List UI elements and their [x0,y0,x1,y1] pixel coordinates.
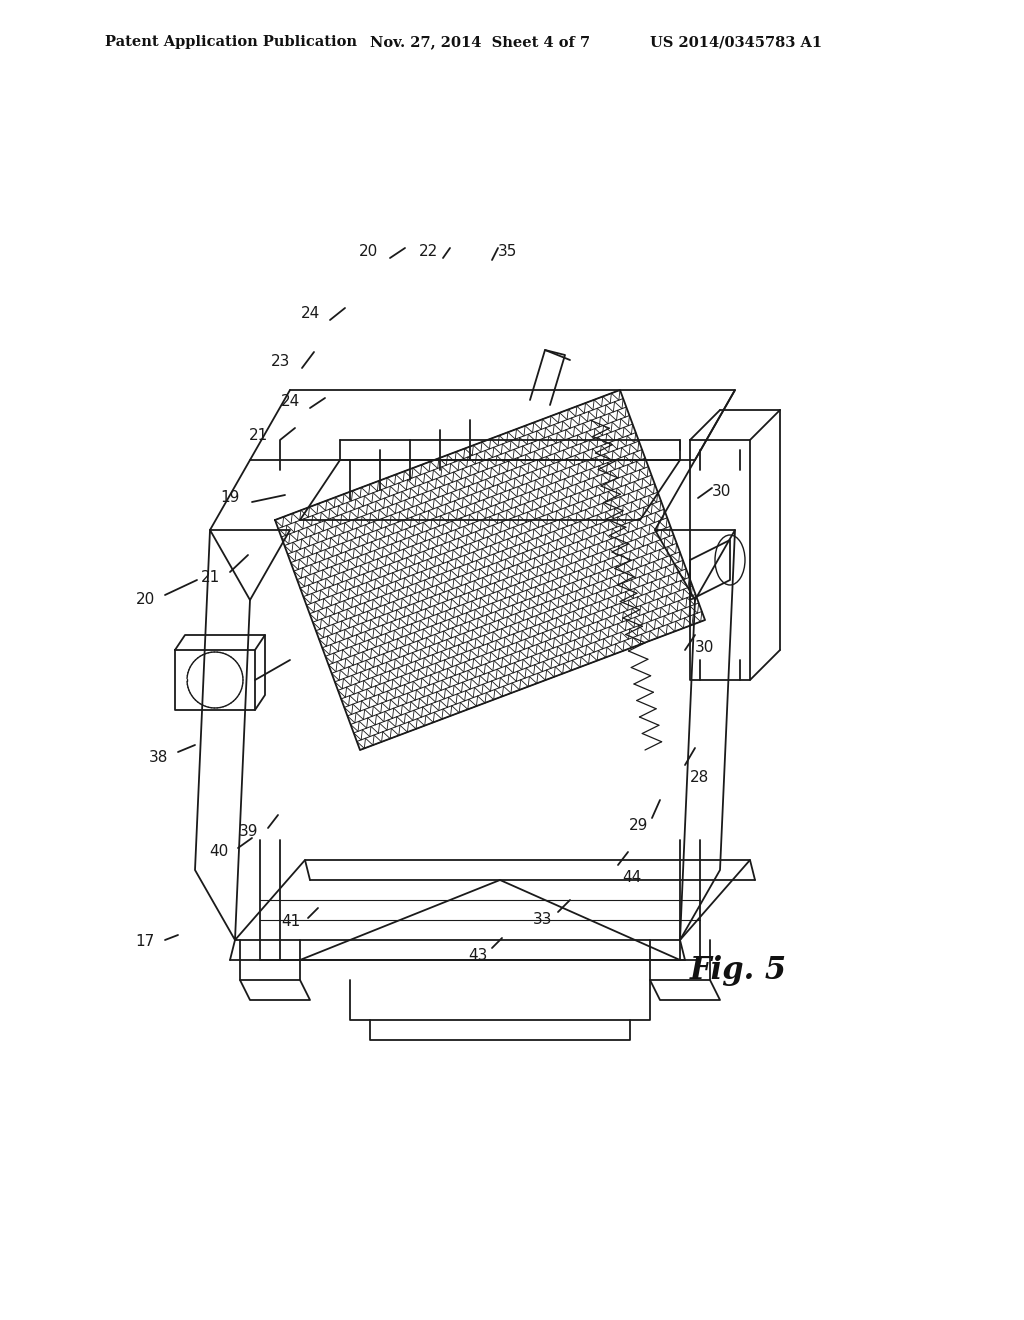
Text: 24: 24 [281,395,300,409]
Text: 41: 41 [281,915,300,929]
Text: US 2014/0345783 A1: US 2014/0345783 A1 [650,36,822,49]
Text: 23: 23 [270,355,290,370]
Text: 30: 30 [695,640,715,656]
Text: 29: 29 [629,817,648,833]
Text: 30: 30 [712,484,731,499]
Text: 38: 38 [148,751,168,766]
Text: 35: 35 [498,244,517,260]
Text: 24: 24 [301,306,319,322]
Text: 40: 40 [209,845,228,859]
Text: 20: 20 [358,244,378,260]
Text: 43: 43 [469,948,488,962]
Text: 21: 21 [249,428,268,442]
Text: 20: 20 [136,593,155,607]
Text: Patent Application Publication: Patent Application Publication [105,36,357,49]
Text: 19: 19 [220,491,240,506]
Text: 39: 39 [239,825,258,840]
Text: 28: 28 [690,771,710,785]
Text: Fig. 5: Fig. 5 [690,954,787,986]
Text: 22: 22 [419,244,438,260]
Text: 21: 21 [201,570,220,586]
Text: 33: 33 [532,912,552,928]
Text: Nov. 27, 2014  Sheet 4 of 7: Nov. 27, 2014 Sheet 4 of 7 [370,36,590,49]
Text: 44: 44 [622,870,641,886]
Text: 17: 17 [136,935,155,949]
